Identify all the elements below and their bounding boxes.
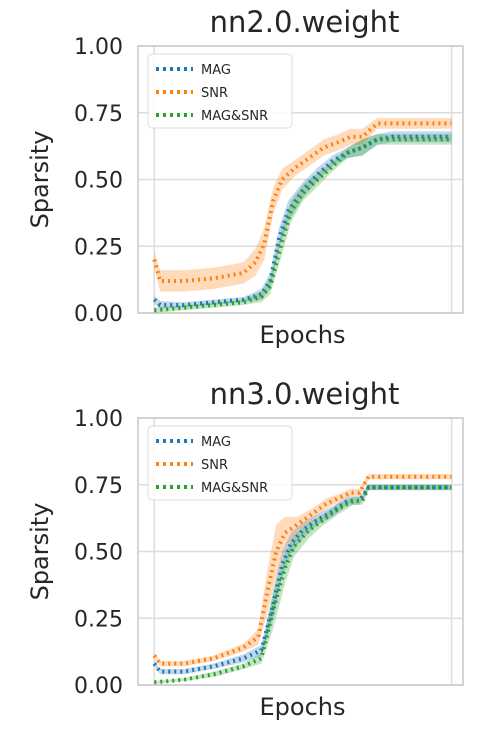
legend-label: MAG — [201, 63, 231, 78]
y-axis-label: Sparsity — [26, 503, 54, 601]
band-snr — [154, 474, 452, 667]
band-snr — [154, 118, 452, 292]
y-tick-label: 0.00 — [74, 674, 123, 699]
x-axis-label: Epochs — [260, 693, 346, 721]
chart-title: nn2.0.weight — [210, 5, 400, 39]
legend-box — [147, 425, 293, 501]
series-line-snr — [152, 474, 452, 666]
legend-label: MAG&SNR — [201, 481, 268, 496]
legend-box — [147, 53, 293, 129]
band-mag — [154, 484, 452, 675]
legend-label: MAG — [201, 435, 231, 450]
series-line-snr — [152, 121, 452, 283]
legend-label: SNR — [201, 458, 228, 473]
y-tick-label: 1.00 — [74, 35, 123, 60]
y-tick-label: 0.00 — [74, 302, 123, 327]
y-tick-label: 0.25 — [74, 607, 123, 632]
series-line-mag-snr — [154, 137, 452, 313]
chart-panel-2: nn3.0.weight 0.00 0.25 0.50 0.75 1.00 Epochs Sp… — [26, 377, 464, 721]
x-axis-label: Epochs — [260, 321, 346, 349]
legend-label: MAG&SNR — [201, 109, 268, 124]
axes-frame — [137, 45, 464, 314]
y-tick-label: 0.75 — [74, 102, 123, 127]
y-tick-label: 0.50 — [74, 169, 123, 194]
legend-label: SNR — [201, 86, 228, 101]
y-tick-label: 0.75 — [74, 474, 123, 499]
y-tick-label: 0.25 — [74, 235, 123, 260]
chart-panel-1: nn2.0.weight 0.00 0.25 0.50 0.75 1.00 Epochs Sp… — [26, 5, 464, 349]
y-tick-label: 1.00 — [74, 407, 123, 432]
y-axis-label: Sparsity — [26, 131, 54, 229]
axes-frame — [137, 417, 464, 686]
y-tick-label: 0.50 — [74, 541, 123, 566]
chart-title: nn3.0.weight — [210, 377, 400, 411]
series-line-mag — [152, 485, 452, 674]
